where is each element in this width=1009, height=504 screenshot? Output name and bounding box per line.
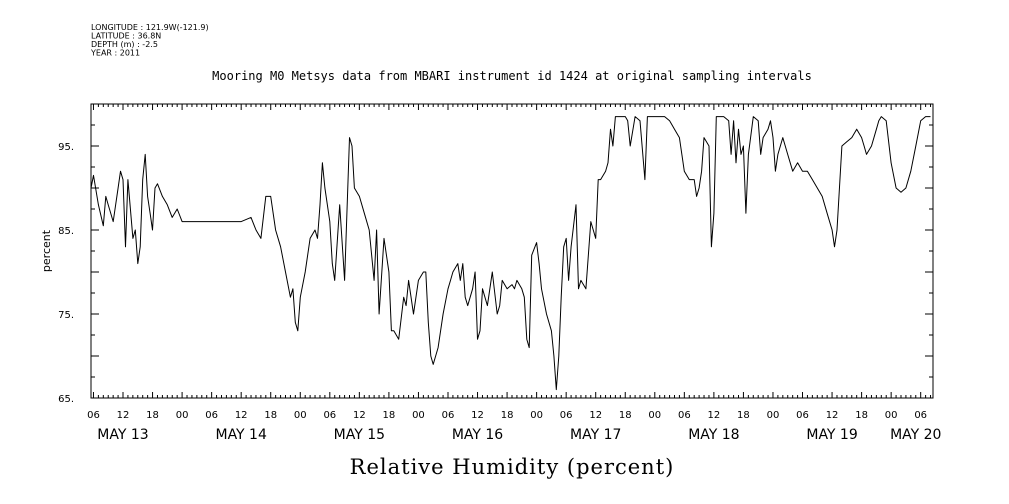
x-tick-label: 18	[146, 410, 159, 421]
axes: 06 12 18 00 06 12 18 00 06 12 18 00 06 12 18 00 06 12 18 00…	[58, 103, 941, 443]
x-tick-label: 06	[87, 410, 100, 421]
x-tick-label: 06	[678, 410, 691, 421]
x-tick-label: 00	[412, 410, 425, 421]
x-tick-label: 00	[767, 410, 780, 421]
x-tick-label: 12	[117, 410, 130, 421]
series-line	[90, 116, 931, 391]
x-tick-label: 18	[501, 410, 514, 421]
x-tick-label: 00	[294, 410, 307, 421]
x-date-label: MAY 20	[890, 427, 941, 443]
x-tick-label: 18	[855, 410, 868, 421]
x-tick-label: 06	[323, 410, 336, 421]
x-tick-label: 12	[589, 410, 602, 421]
y-tick-label: 95.	[58, 142, 74, 153]
x-tick-label: 00	[530, 410, 543, 421]
x-tick-label: 12	[826, 410, 839, 421]
x-tick-label: 06	[442, 410, 455, 421]
x-tick-label: 00	[648, 410, 661, 421]
y-tick-label: 85.	[58, 226, 74, 237]
y-tick-label: 65.	[58, 394, 74, 405]
x-tick-label: 18	[737, 410, 750, 421]
x-tick-label: 18	[383, 410, 396, 421]
x-tick-label: 00	[176, 410, 189, 421]
x-tick-label: 12	[353, 410, 366, 421]
x-date-label: MAY 19	[806, 427, 857, 443]
metadata-line: LATITUDE : 36.8N	[91, 32, 161, 41]
x-tick-label: 06	[796, 410, 809, 421]
metadata-block: LONGITUDE : 121.9W(-121.9)LATITUDE : 36.…	[90, 23, 209, 58]
x-date-label: MAY 15	[334, 427, 385, 443]
y-tick-label: 75.	[58, 310, 74, 321]
x-tick-label: 06	[914, 410, 927, 421]
x-tick-label: 12	[235, 410, 248, 421]
series-group	[90, 116, 931, 391]
metadata-line: LONGITUDE : 121.9W(-121.9)	[91, 23, 209, 32]
x-date-label: MAY 17	[570, 427, 621, 443]
plot-frame	[90, 103, 934, 399]
x-tick-label: 12	[708, 410, 721, 421]
x-tick-label: 18	[264, 410, 277, 421]
x-tick-label: 18	[619, 410, 632, 421]
chart-title: Mooring M0 Metsys data from MBARI instru…	[212, 69, 812, 83]
x-tick-label: 00	[885, 410, 898, 421]
y-axis-label: percent	[40, 229, 53, 272]
metadata-line: YEAR : 2011	[90, 49, 140, 58]
x-date-label: MAY 13	[97, 427, 148, 443]
x-date-label: MAY 14	[215, 427, 266, 443]
metadata-line: DEPTH (m) : -2.5	[91, 40, 158, 49]
x-date-label: MAY 16	[452, 427, 503, 443]
x-tick-label: 06	[560, 410, 573, 421]
x-date-label: MAY 18	[688, 427, 739, 443]
x-tick-label: 06	[205, 410, 218, 421]
x-axis-label: Relative Humidity (percent)	[350, 455, 675, 479]
x-tick-label: 12	[471, 410, 484, 421]
